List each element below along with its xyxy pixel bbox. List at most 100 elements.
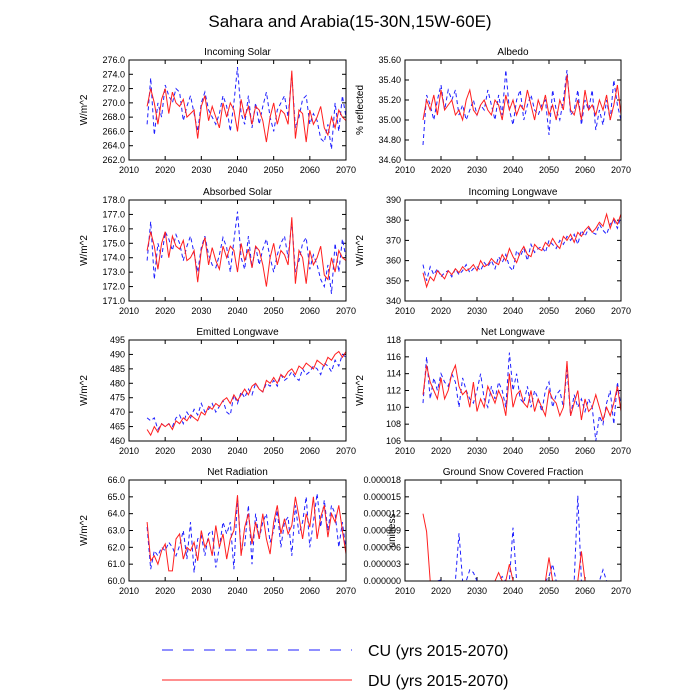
y-tick-label: 350	[386, 276, 401, 286]
y-axis-label: W/m^2	[355, 375, 366, 406]
y-tick-label: 276.0	[102, 55, 125, 65]
x-tick-label: 2020	[431, 165, 451, 175]
panel-8: Ground Snow Covered Fraction unitless 2010…	[363, 467, 631, 596]
plot-frame	[404, 339, 622, 442]
x-tick-label: 2070	[336, 446, 356, 456]
x-tick-label: 2060	[300, 165, 320, 175]
plot-frame	[128, 59, 347, 161]
panel-title: Albedo	[497, 47, 529, 58]
series-cu-line	[146, 353, 347, 431]
series-cu-line	[422, 352, 622, 442]
y-tick-label: 118	[387, 335, 401, 345]
panel-title: Incoming Longwave	[469, 187, 558, 198]
y-tick-label: 495	[110, 335, 125, 345]
x-tick-label: 2070	[611, 586, 631, 596]
panel-title: Incoming Solar	[204, 47, 271, 58]
y-tick-label: 35.00	[378, 115, 401, 125]
x-tick-label: 2010	[119, 165, 139, 175]
legend: CU (yrs 2015-2070) DU (yrs 2015-2070)	[162, 643, 509, 690]
x-tick-label: 2070	[336, 306, 356, 316]
plot-frame	[128, 339, 347, 442]
x-tick-label: 2030	[191, 446, 211, 456]
legend-du-label: DU (yrs 2015-2070)	[368, 673, 509, 690]
series-du-line	[422, 360, 622, 422]
y-tick-label: 262.0	[102, 155, 125, 165]
x-tick-label: 2010	[119, 306, 139, 316]
y-tick-label: 108	[386, 419, 401, 429]
y-tick-label: 0.000009	[363, 526, 401, 536]
y-tick-label: 272.0	[102, 84, 125, 94]
y-tick-label: 0.000003	[363, 559, 401, 569]
y-axis-label: W/m^2	[355, 235, 366, 266]
x-tick-label: 2040	[227, 446, 247, 456]
y-tick-label: 390	[386, 195, 401, 205]
y-tick-label: 380	[386, 215, 401, 225]
x-tick-label: 2030	[467, 586, 487, 596]
x-tick-label: 2010	[119, 446, 139, 456]
y-tick-label: 0.000012	[363, 509, 401, 519]
y-tick-label: 0.000015	[363, 492, 401, 502]
y-tick-label: 171.0	[102, 296, 125, 306]
x-tick-label: 2050	[264, 306, 284, 316]
x-tick-label: 2050	[264, 165, 284, 175]
x-tick-label: 2060	[300, 586, 320, 596]
x-tick-label: 2060	[575, 586, 595, 596]
x-tick-label: 2020	[155, 446, 175, 456]
y-tick-label: 174.0	[102, 253, 125, 263]
x-tick-label: 2040	[227, 306, 247, 316]
figure-title: Sahara and Arabia(15-30N,15W-60E)	[208, 12, 491, 31]
x-tick-label: 2030	[191, 586, 211, 596]
y-tick-label: 268.0	[102, 112, 125, 122]
x-tick-label: 2030	[467, 306, 487, 316]
y-tick-label: 64.0	[107, 509, 125, 519]
series-du-line	[146, 495, 347, 572]
y-axis-label: W/m^2	[79, 515, 90, 546]
y-tick-label: 61.0	[107, 559, 125, 569]
plot-frame	[404, 479, 622, 582]
series-du-line	[422, 513, 621, 582]
y-tick-label: 65.0	[107, 492, 125, 502]
y-axis-label: W/m^2	[79, 375, 90, 406]
y-tick-label: 60.0	[107, 576, 125, 586]
y-tick-label: 0.000000	[363, 576, 401, 586]
y-tick-label: 66.0	[107, 475, 125, 485]
x-tick-label: 2010	[395, 306, 415, 316]
plot-frame	[404, 199, 622, 302]
y-tick-label: 175.0	[102, 238, 125, 248]
series-du-line	[422, 212, 622, 289]
panel-title: Net Longwave	[481, 327, 545, 338]
y-tick-label: 114	[387, 369, 401, 379]
x-tick-label: 2040	[503, 306, 523, 316]
y-tick-label: 177.0	[102, 209, 125, 219]
y-tick-label: 270.0	[102, 98, 125, 108]
x-tick-label: 2050	[264, 446, 284, 456]
panel-2: Albedo % reflected 2010 2020 2030 2040 2050 206…	[355, 47, 631, 175]
x-tick-label: 2050	[539, 446, 559, 456]
y-tick-label: 34.80	[378, 135, 401, 145]
panel-7: Net Radiation W/m^2 2010 2020 2030 2040 2050 20…	[79, 467, 356, 596]
x-tick-label: 2040	[503, 446, 523, 456]
chart-panels: Incoming Solar W/m^2 2010 2020 2030 2040 2050 2…	[79, 47, 631, 596]
x-tick-label: 2040	[227, 586, 247, 596]
x-tick-label: 2030	[191, 306, 211, 316]
y-tick-label: 460	[110, 436, 125, 446]
series-cu-line	[422, 216, 622, 281]
y-tick-label: 0.000006	[363, 542, 401, 552]
y-tick-label: 266.0	[102, 126, 125, 136]
x-tick-label: 2020	[431, 446, 451, 456]
x-tick-label: 2060	[300, 306, 320, 316]
series-du-line	[146, 70, 347, 143]
series-cu-line	[146, 211, 347, 294]
x-tick-label: 2010	[395, 165, 415, 175]
panel-title: Ground Snow Covered Fraction	[443, 467, 584, 478]
y-tick-label: 370	[386, 235, 401, 245]
series-cu-line	[146, 67, 347, 150]
y-tick-label: 470	[110, 407, 125, 417]
x-tick-label: 2020	[155, 586, 175, 596]
x-tick-label: 2060	[575, 165, 595, 175]
x-tick-label: 2010	[119, 586, 139, 596]
panel-6: Net Longwave W/m^2 2010 2020 2030 2040 2050 206…	[355, 327, 631, 456]
y-tick-label: 465	[110, 422, 125, 432]
series-cu-line	[422, 69, 622, 146]
